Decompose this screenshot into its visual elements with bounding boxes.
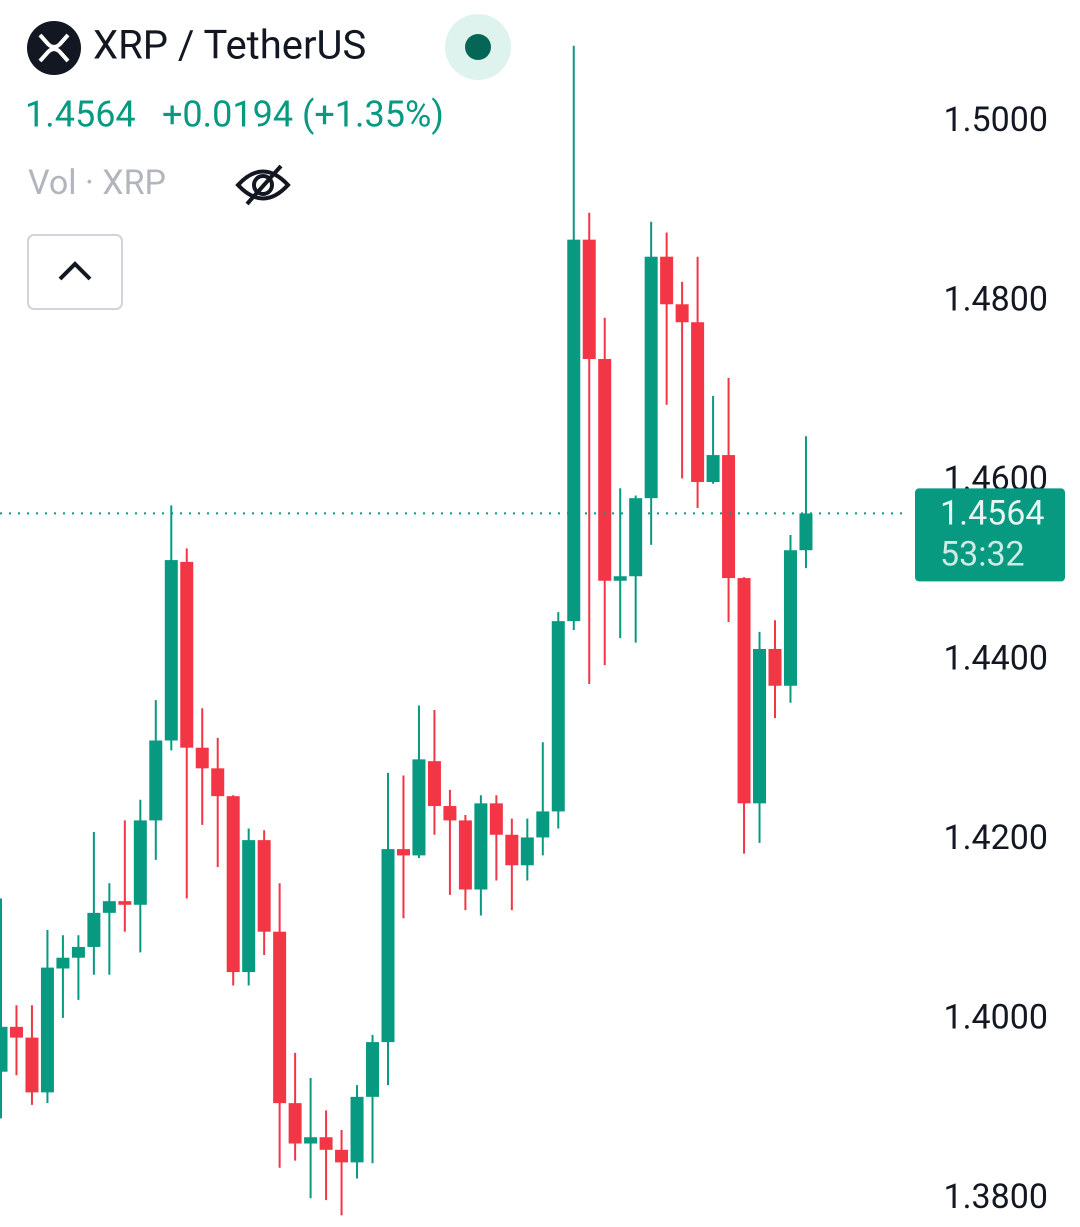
- candle-body: [753, 648, 767, 804]
- candle-body: [0, 1026, 8, 1072]
- candle-body: [613, 576, 627, 581]
- y-tick-label: 1.4400: [943, 639, 1048, 679]
- candle-body: [783, 550, 797, 686]
- candle-body: [799, 513, 813, 551]
- chevron-up: [58, 261, 92, 281]
- candle-body: [149, 740, 163, 821]
- candle-body: [737, 578, 751, 804]
- candle-body: [412, 759, 426, 856]
- y-tick-label: 1.4200: [943, 818, 1048, 858]
- y-tick-label: 1.5000: [943, 100, 1048, 140]
- candle-body: [598, 359, 612, 581]
- price-tag-countdown: 53:32: [940, 534, 1025, 574]
- candle-body: [644, 256, 658, 499]
- candle-body: [133, 820, 147, 905]
- y-tick-label: 1.4800: [943, 280, 1048, 320]
- candle-body: [9, 1026, 23, 1038]
- candle-body: [489, 803, 503, 835]
- candle-body: [350, 1096, 364, 1163]
- candle-body: [102, 901, 116, 913]
- candle-body: [443, 806, 457, 821]
- candle-body: [211, 768, 225, 797]
- candle-body: [567, 239, 581, 622]
- candle-body: [180, 561, 194, 748]
- candle-body: [319, 1137, 333, 1150]
- volume-label: Vol · XRP: [28, 163, 166, 203]
- candle-body: [226, 796, 240, 973]
- candle-body: [87, 912, 101, 947]
- candle-body: [56, 957, 70, 969]
- candle-body: [629, 498, 643, 577]
- candle-body: [366, 1042, 380, 1097]
- candle-body: [71, 946, 85, 958]
- candle-body: [768, 648, 782, 686]
- candle-body: [660, 256, 674, 305]
- status-dot: [465, 34, 491, 60]
- candle-body: [536, 811, 550, 838]
- candle-body: [706, 455, 720, 483]
- candle-body: [551, 621, 565, 812]
- candle-body: [257, 840, 271, 932]
- candle-body: [582, 239, 596, 360]
- price-tag: [915, 488, 1065, 582]
- plot-area: 1.38001.40001.42001.44001.46001.48001.50…: [0, 45, 1048, 1217]
- candle-body: [25, 1037, 39, 1093]
- candle-body: [427, 761, 441, 807]
- y-tick-label: 1.4000: [943, 998, 1048, 1038]
- candle-body: [722, 455, 736, 579]
- candle-body: [396, 849, 410, 856]
- candle-body: [195, 747, 209, 769]
- candle-body: [118, 901, 132, 905]
- last-price: 1.4564: [25, 94, 136, 136]
- candle-body: [474, 803, 488, 890]
- price-change: +0.0194 (+1.35%): [162, 94, 444, 136]
- candle-body: [242, 840, 256, 973]
- candle-body: [273, 931, 287, 1104]
- candle-body: [505, 834, 519, 866]
- candle-body: [691, 322, 705, 483]
- candle-body: [520, 837, 534, 866]
- symbol: XRP / TetherUS: [93, 22, 366, 69]
- candle-body: [381, 849, 395, 1043]
- candle-body: [675, 304, 689, 323]
- price-tag-value: 1.4564: [940, 493, 1045, 533]
- y-tick-label: 1.3800: [943, 1177, 1048, 1217]
- candle-body: [304, 1137, 318, 1144]
- candle-body: [288, 1103, 302, 1144]
- candle-body: [458, 820, 472, 890]
- xrp-logo-mark: [38, 33, 70, 63]
- hide-icon[interactable]: [235, 164, 291, 206]
- candle-body: [335, 1149, 349, 1163]
- collapse-button[interactable]: [27, 234, 123, 310]
- candle-body: [40, 967, 54, 1093]
- header: XRP / TetherUS 1.4564 +0.0194 (+1.35%) V…: [25, 14, 511, 310]
- candle-body: [164, 560, 178, 741]
